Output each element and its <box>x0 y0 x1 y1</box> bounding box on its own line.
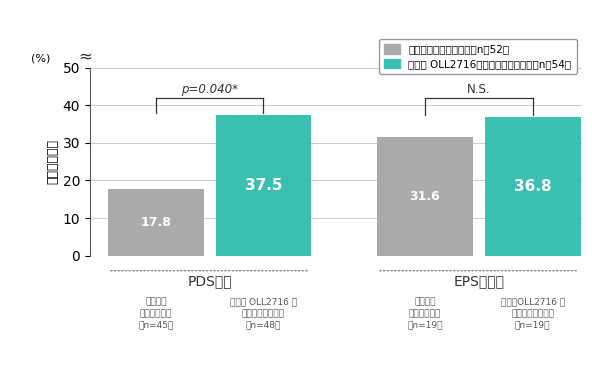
Text: 31.6: 31.6 <box>410 190 440 203</box>
Bar <box>215 115 311 256</box>
Text: プラセボ
ヨーグルト群
（n=19）: プラセボ ヨーグルト群 （n=19） <box>407 297 443 330</box>
Bar <box>377 137 473 256</box>
Text: 乳酸菌 OLL2716 株
入りヨーグルト群
（n=48）: 乳酸菌 OLL2716 株 入りヨーグルト群 （n=48） <box>230 297 297 330</box>
Bar <box>485 117 581 256</box>
Y-axis label: 症状の除去率: 症状の除去率 <box>47 139 60 184</box>
Text: N.S.: N.S. <box>467 83 491 96</box>
Text: 36.8: 36.8 <box>514 179 551 194</box>
Text: (%): (%) <box>31 54 50 64</box>
Text: 17.8: 17.8 <box>140 216 171 229</box>
Text: 37.5: 37.5 <box>245 178 282 193</box>
Text: ≈: ≈ <box>79 48 92 66</box>
Text: PDS症状: PDS症状 <box>187 274 232 288</box>
Text: プラセボ
ヨーグルト群
（n=45）: プラセボ ヨーグルト群 （n=45） <box>138 297 173 330</box>
Bar <box>108 189 203 256</box>
Legend: プラセボヨーグルト群（n＝52）, 乳酸菌 OLL2716株入りヨーグルト群（n＝54）: プラセボヨーグルト群（n＝52）, 乳酸菌 OLL2716株入りヨーグルト群（n… <box>379 39 577 74</box>
Text: EPS様症状: EPS様症状 <box>454 274 505 288</box>
Text: 乳酸菌OLL2716 株
入りヨーグルト群
（n=19）: 乳酸菌OLL2716 株 入りヨーグルト群 （n=19） <box>500 297 565 330</box>
Text: p=0.040*: p=0.040* <box>181 83 238 96</box>
